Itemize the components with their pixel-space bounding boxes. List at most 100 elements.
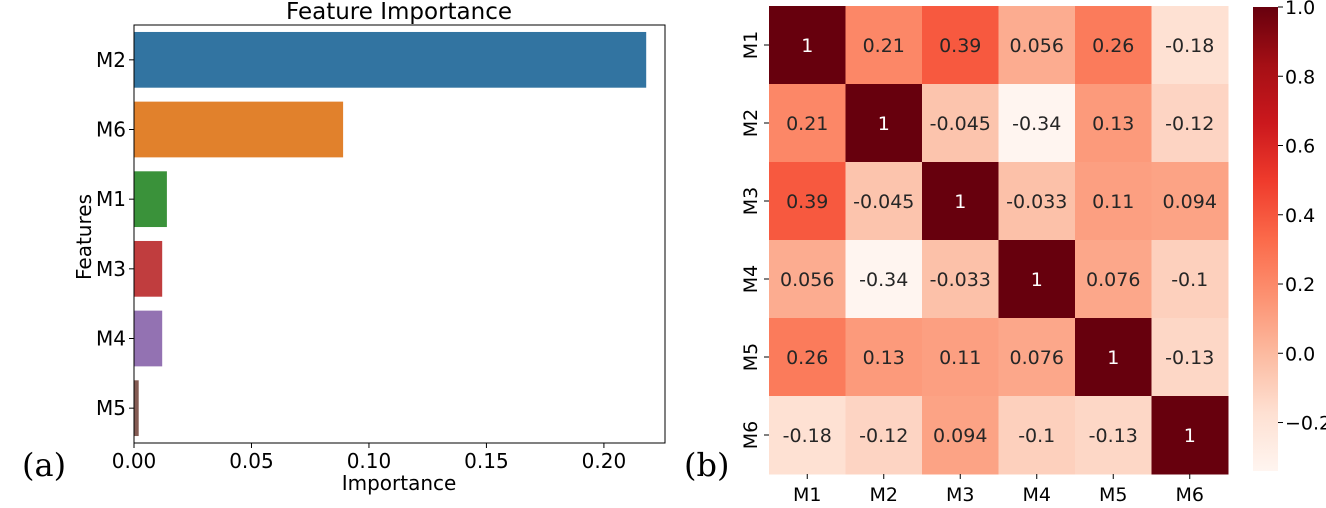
- col-tick-label: M5: [1099, 484, 1127, 506]
- heatmap-cell: [1075, 84, 1152, 163]
- bar-m6: [134, 101, 344, 158]
- cell-annotation: 0.21: [786, 113, 828, 135]
- col-tick-label: M3: [946, 484, 974, 506]
- heatmap-cell: [922, 396, 999, 475]
- heatmap-cell: [1075, 162, 1152, 241]
- cell-annotation: -0.12: [859, 425, 908, 447]
- y-tick-label: M4: [96, 327, 126, 351]
- feature-importance-chart: Feature Importance M2 M6 M1 M3 M4 M5 0.00 0.05…: [72, 0, 666, 495]
- heatmap-cell: [1075, 240, 1152, 319]
- cell-annotation: -0.045: [930, 113, 991, 135]
- heatmap-cell: [769, 84, 846, 163]
- colorbar-tick-label: 0.6: [1285, 136, 1315, 158]
- heatmap-cell: [845, 318, 923, 397]
- x-tick-label: 0.10: [347, 449, 392, 473]
- cell-annotation: 0.056: [1010, 35, 1064, 57]
- heatmap-cell: [769, 6, 846, 85]
- heatmap-cell: [998, 162, 1076, 241]
- cell-annotation: 0.094: [1163, 191, 1217, 213]
- cell-annotation: 0.26: [786, 347, 828, 369]
- heatmap-cell: [769, 318, 846, 397]
- colorbar: [1253, 7, 1278, 471]
- cell-annotation: 1: [954, 191, 966, 213]
- colorbar-tick-label: 1.0: [1285, 0, 1315, 19]
- x-tick-label: 0.00: [112, 449, 157, 473]
- colorbar-tick-label: 0.4: [1285, 205, 1315, 227]
- cell-annotation: 0.21: [863, 35, 905, 57]
- heatmap-cell: [769, 396, 846, 475]
- y-axis-label: Features: [72, 194, 96, 280]
- cell-annotation: 0.094: [933, 425, 987, 447]
- cell-annotation: -0.34: [859, 269, 908, 291]
- colorbar-tick-label: 0.0: [1285, 343, 1315, 365]
- heatmap-cell: [1075, 396, 1152, 475]
- y-tick-label: M5: [96, 396, 126, 420]
- panel-label-a: (a): [22, 446, 67, 484]
- heatmap-cell: [845, 240, 923, 319]
- cell-annotation: -0.045: [853, 191, 914, 213]
- cell-annotation: 1: [801, 35, 813, 57]
- col-tick-label: M6: [1176, 484, 1204, 506]
- cell-annotation: 1: [878, 113, 890, 135]
- cell-annotation: -0.13: [1089, 425, 1138, 447]
- cell-annotation: 0.076: [1086, 269, 1140, 291]
- heatmap-cell: [1151, 240, 1229, 319]
- cell-annotation: 0.39: [939, 35, 981, 57]
- correlation-heatmap: 1 0.21 0.39 0.056 0.26 -0.180.21 1 -0.045 -0.34 0…: [740, 0, 1326, 506]
- y-tick-label: M2: [96, 48, 126, 72]
- cell-annotation: -0.12: [1165, 113, 1214, 135]
- heatmap-cell: [1075, 318, 1152, 397]
- cell-annotation: 0.11: [939, 347, 981, 369]
- cell-annotation: -0.033: [930, 269, 991, 291]
- bar-m3: [134, 240, 163, 297]
- cell-annotation: -0.1: [1018, 425, 1055, 447]
- heatmap-cell: [998, 84, 1076, 163]
- cell-annotation: 0.11: [1092, 191, 1134, 213]
- panel-label-b: (b): [684, 446, 730, 484]
- bar-m2: [134, 31, 647, 88]
- heatmap-cell: [1151, 84, 1229, 163]
- y-tick-label: M3: [96, 257, 126, 281]
- heatmap-cell: [845, 162, 923, 241]
- cell-annotation: 0.26: [1092, 35, 1134, 57]
- row-tick-label: M4: [740, 265, 762, 293]
- heatmap-cell: [1151, 396, 1229, 475]
- col-tick-label: M2: [870, 484, 898, 506]
- heatmap-cell: [845, 84, 923, 163]
- y-tick-label: M6: [96, 118, 126, 142]
- cell-annotation: 0.13: [1092, 113, 1134, 135]
- heatmap-cell: [769, 240, 846, 319]
- heatmap-cell: [845, 6, 923, 85]
- cell-annotation: 0.056: [780, 269, 834, 291]
- cell-annotation: -0.18: [1165, 35, 1214, 57]
- cell-annotation: 0.13: [863, 347, 905, 369]
- row-tick-label: M2: [740, 109, 762, 137]
- row-tick-label: M1: [740, 31, 762, 59]
- heatmap-cell: [922, 318, 999, 397]
- heatmap-cell: [922, 6, 999, 85]
- x-tick-label: 0.05: [229, 449, 274, 473]
- chart-title: Feature Importance: [286, 0, 512, 25]
- bar-m1: [134, 171, 167, 228]
- x-tick-label: 0.20: [582, 449, 627, 473]
- col-tick-label: M4: [1023, 484, 1051, 506]
- x-tick-label: 0.15: [464, 449, 509, 473]
- heatmap-cell: [1151, 318, 1229, 397]
- cell-annotation: 1: [1107, 347, 1119, 369]
- heatmap-cell: [1075, 6, 1152, 85]
- cell-annotation: -0.18: [783, 425, 832, 447]
- colorbar-tick-label: 0.8: [1285, 66, 1315, 88]
- cell-annotation: 1: [1184, 425, 1196, 447]
- colorbar-tick-label: 0.2: [1285, 274, 1315, 296]
- cell-annotation: 1: [1031, 269, 1043, 291]
- y-tick-label: M1: [96, 187, 126, 211]
- row-tick-label: M5: [740, 343, 762, 371]
- plot-frame: [133, 24, 666, 444]
- row-tick-label: M3: [740, 187, 762, 215]
- heatmap-cell: [998, 240, 1076, 319]
- row-tick-label: M6: [740, 421, 762, 449]
- heatmap-cell: [998, 396, 1076, 475]
- cell-annotation: 0.39: [786, 191, 828, 213]
- heatmap-cell: [922, 84, 999, 163]
- bar-m5: [134, 380, 139, 437]
